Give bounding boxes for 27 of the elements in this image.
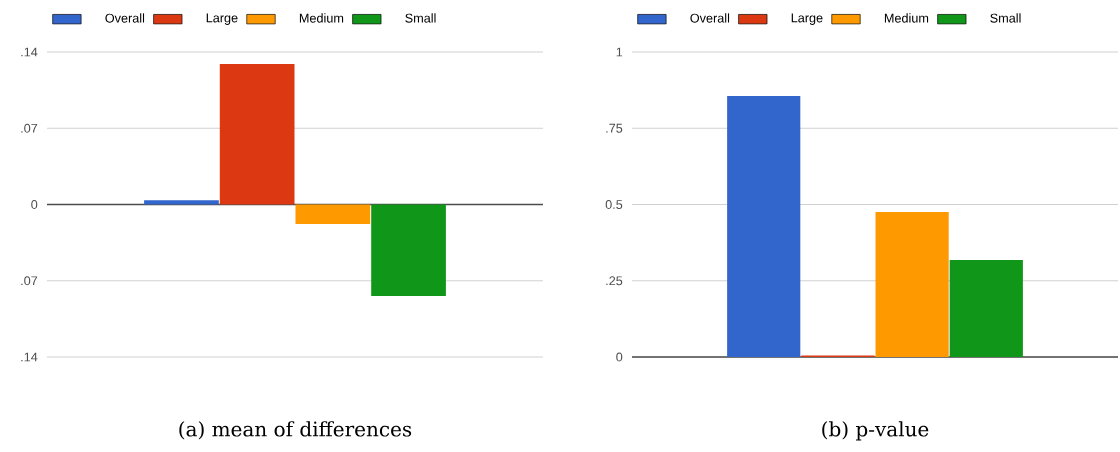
bar — [295, 204, 371, 225]
y-tick-label: 0 — [31, 200, 38, 209]
y-tick-label: .14 — [21, 352, 38, 362]
legend-label: Small — [990, 13, 1021, 23]
bar — [949, 260, 1023, 357]
y-tick-label: 0 — [616, 352, 623, 362]
bar — [875, 212, 949, 357]
bar — [144, 200, 219, 205]
legend-label: Large — [206, 13, 238, 25]
text: (a) mean of differences — [179, 421, 412, 440]
bar — [727, 95, 801, 357]
bar — [371, 204, 446, 296]
bar — [219, 63, 295, 205]
text: (b) p-value — [822, 421, 929, 441]
legend-label: Overall — [690, 13, 730, 23]
y-tick-label: .75 — [606, 123, 623, 133]
y-tick-label: .14 — [21, 47, 38, 57]
y-tick-label: .07 — [21, 123, 38, 133]
y-tick-label: 0.5 — [605, 200, 623, 209]
y-tick-label: .25 — [606, 276, 623, 286]
legend-label: Large — [791, 13, 823, 25]
legend-label: Medium — [299, 13, 344, 23]
legend-label: Medium — [884, 13, 929, 23]
legend-label: Overall — [105, 13, 145, 23]
y-tick-label: 1 — [616, 47, 623, 57]
y-tick-label: .07 — [21, 276, 38, 286]
legend-label: Small — [405, 13, 436, 23]
